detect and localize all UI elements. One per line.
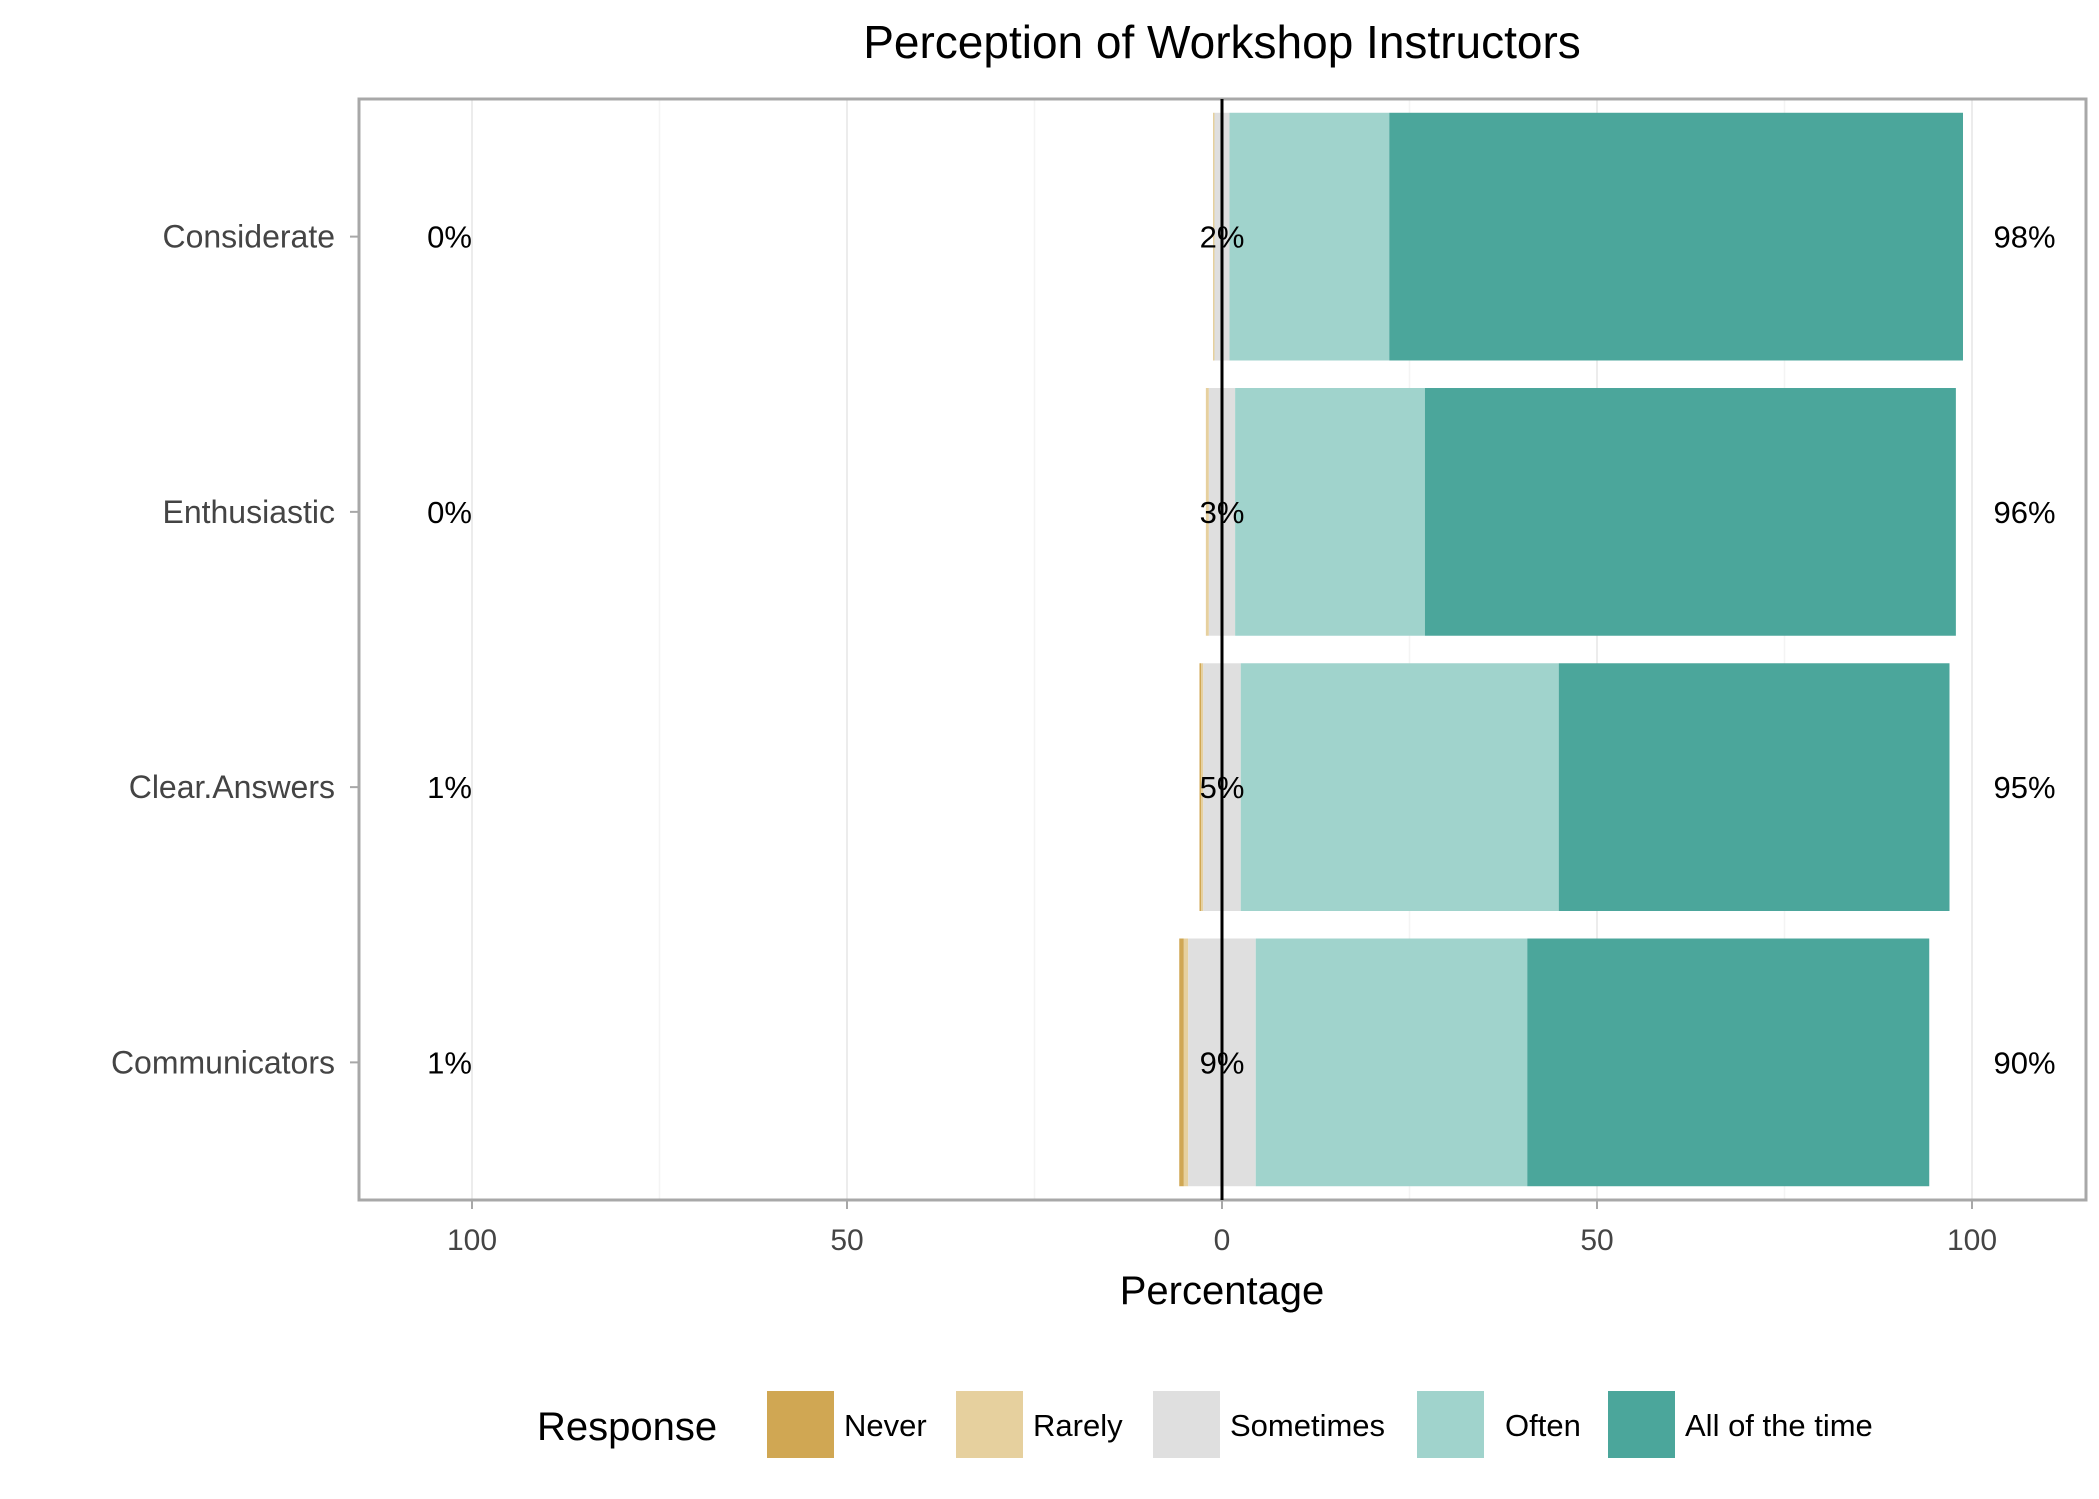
bar-segment-rarely: [1201, 663, 1204, 911]
bar-segment-often: [1255, 938, 1528, 1187]
bar-segment-often: [1240, 663, 1559, 911]
left-percent-label: 0%: [427, 220, 472, 255]
bars: [1179, 112, 1963, 1187]
category-label: Considerate: [162, 219, 335, 255]
bar-segment-rarely: [1205, 388, 1209, 636]
x-tick-label: 50: [1580, 1224, 1613, 1257]
x-tick-label: 50: [830, 1224, 863, 1257]
right-percent-label: 96%: [1993, 495, 2055, 530]
axes: 100 50 0 50 100: [350, 97, 2088, 1257]
x-axis-title: Percentage: [1120, 1269, 1325, 1313]
left-percent-label: 0%: [427, 495, 472, 530]
right-percent-label: 95%: [1993, 770, 2055, 805]
left-percent-label: 1%: [427, 1045, 472, 1080]
left-percent-label: 1%: [427, 770, 472, 805]
legend: Response Never Rarely Sometimes Often All of …: [537, 1391, 1873, 1458]
bar-segment-all-of-the-time: [1424, 388, 1956, 636]
bar-segment-often: [1235, 388, 1425, 636]
category-label: Clear.Answers: [129, 769, 335, 805]
x-tick-label: 100: [1947, 1224, 1997, 1257]
chart-title: Perception of Workshop Instructors: [863, 16, 1581, 68]
legend-label: Never: [844, 1408, 927, 1443]
legend-label: Sometimes: [1230, 1408, 1385, 1443]
right-percent-label: 90%: [1993, 1045, 2055, 1080]
legend-key-sometimes: [1153, 1391, 1220, 1458]
right-percent-label: 98%: [1993, 220, 2055, 255]
category-label: Communicators: [111, 1044, 335, 1080]
x-tick-label: 100: [447, 1224, 497, 1257]
bar-segment-all-of-the-time: [1389, 112, 1963, 361]
bar-segment-often: [1229, 112, 1390, 361]
legend-key-never: [767, 1391, 834, 1458]
legend-label: Often: [1505, 1408, 1581, 1443]
legend-key-often: [1417, 1391, 1484, 1458]
legend-label: All of the time: [1685, 1408, 1873, 1443]
bar-segment-all-of-the-time: [1558, 663, 1950, 911]
percent-labels: Considerate 0% 2% 98%Enthusiastic 0% 3% 96%Cle…: [111, 219, 2056, 1081]
legend-title: Response: [537, 1405, 717, 1449]
legend-key-rarely: [956, 1391, 1023, 1458]
x-tick-label: 0: [1214, 1224, 1231, 1257]
legend-key-all-of-the-time: [1608, 1391, 1675, 1458]
bar-segment-all-of-the-time: [1527, 938, 1930, 1187]
bar-segment-rarely: [1183, 938, 1189, 1187]
bar-segment-rarely: [1213, 112, 1215, 361]
bar-segment-never: [1179, 938, 1184, 1187]
category-label: Enthusiastic: [162, 494, 335, 530]
bar-segment-never: [1199, 663, 1201, 911]
legend-label: Rarely: [1033, 1408, 1123, 1443]
